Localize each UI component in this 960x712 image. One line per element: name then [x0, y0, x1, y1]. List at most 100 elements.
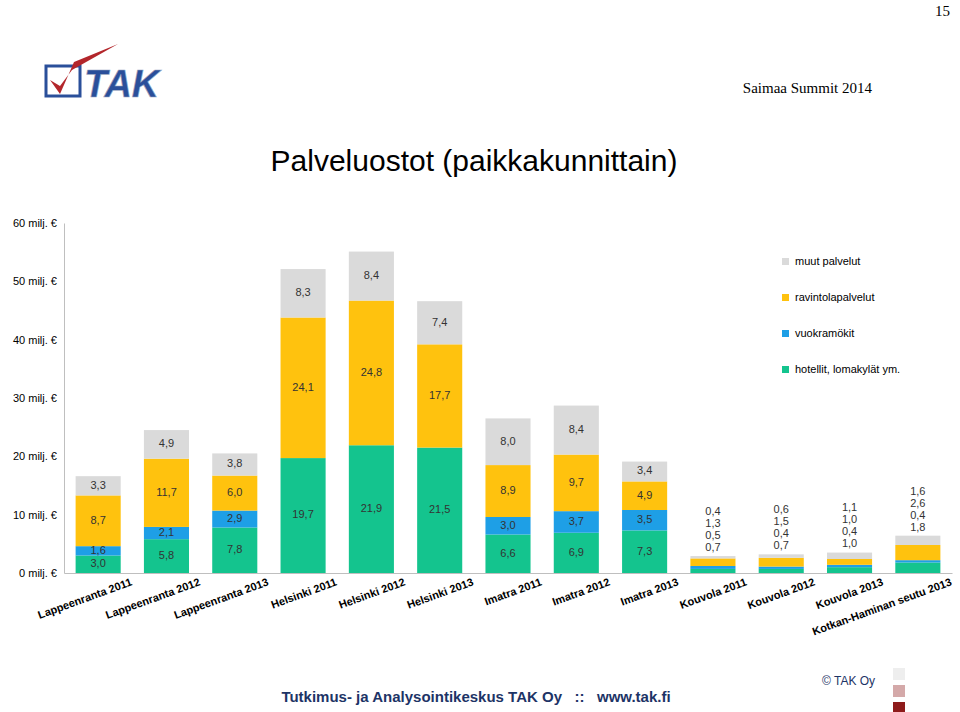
data-label: 1,1: [842, 501, 857, 513]
legend-swatch: [782, 366, 789, 373]
data-label: 6,9: [569, 546, 584, 558]
data-label: 0,4: [705, 505, 720, 517]
bar-segment: [144, 430, 189, 459]
legend-label: vuokramökit: [795, 327, 854, 339]
bars: [76, 252, 941, 573]
bar-segment: [759, 567, 804, 569]
y-tick-label: 0 milj. €: [19, 567, 57, 579]
logo-check: [50, 44, 118, 94]
bar-segment: [144, 459, 189, 527]
bar-segment: [759, 554, 804, 558]
bar-segment: [144, 527, 189, 539]
data-label: 3,5: [637, 513, 652, 525]
data-label: 3,0: [500, 519, 515, 531]
bar-segment: [76, 495, 121, 546]
y-tick: 50 milj. €: [13, 275, 64, 287]
bar-segment: [281, 318, 326, 459]
legend-swatch: [782, 330, 789, 337]
x-tick: Kouvola 2012: [746, 576, 817, 612]
data-label: 0,5: [705, 529, 720, 541]
bar-segment: [349, 301, 394, 446]
bar-segment: [212, 476, 257, 511]
logo: TAK: [46, 44, 162, 105]
data-label: 1,6: [910, 485, 925, 497]
x-tick: Imatra 2012: [551, 576, 612, 608]
data-label: 1,0: [842, 537, 857, 549]
y-tick-label: 40 milj. €: [13, 334, 57, 346]
data-label: 3,0: [91, 557, 106, 569]
data-label: 8,3: [295, 286, 310, 298]
legend-label: hotellit, lomakylät ym.: [795, 363, 900, 375]
bar-segment: [417, 448, 462, 573]
copyright: © TAK Oy: [822, 674, 875, 688]
data-label: 5,8: [159, 549, 174, 561]
data-label: 1,5: [774, 515, 789, 527]
bar-segment: [622, 530, 667, 573]
y-tick: 40 milj. €: [13, 334, 64, 346]
data-label: 7,8: [227, 543, 242, 555]
y-axis: 0 milj. €10 milj. €20 milj. €30 milj. €4…: [13, 217, 65, 579]
bar-segment: [554, 511, 599, 533]
bar-segment: [895, 563, 940, 574]
data-label: 1,8: [910, 521, 925, 533]
x-tick-label: Imatra 2013: [619, 576, 680, 608]
data-label: 0,7: [705, 541, 720, 553]
data-label: 4,9: [159, 437, 174, 449]
page-number: 15: [935, 3, 950, 19]
data-label: 0,4: [842, 525, 857, 537]
x-tick: Imatra 2013: [619, 576, 680, 608]
y-tick: 0 milj. €: [19, 567, 64, 579]
data-label: 2,6: [910, 497, 925, 509]
y-tick: 10 milj. €: [13, 509, 64, 521]
bar-segment: [485, 517, 530, 535]
data-label: 21,5: [429, 503, 450, 515]
data-label: 8,4: [364, 269, 379, 281]
x-tick-label: Helsinki 2012: [337, 576, 407, 611]
data-label: 19,7: [292, 508, 313, 520]
y-tick-label: 10 milj. €: [13, 509, 57, 521]
bar-segment: [349, 252, 394, 301]
bar-segment: [622, 510, 667, 530]
bar-segment: [622, 462, 667, 482]
data-label: 2,1: [159, 526, 174, 538]
chart: 0 milj. €10 milj. €20 milj. €30 milj. €4…: [13, 217, 953, 637]
bar-segment: [690, 556, 735, 558]
bar-segment: [417, 344, 462, 447]
footer: Tutkimus- ja Analysointikeskus TAK Oy ::…: [281, 688, 670, 705]
legend-item: ravintolapalvelut: [782, 291, 875, 303]
bar-segment: [281, 458, 326, 573]
legend-item: muut palvelut: [782, 255, 860, 267]
x-tick: Kouvola 2011: [678, 576, 748, 611]
x-tick-label: Helsinki 2013: [405, 576, 475, 611]
data-label: 11,7: [156, 486, 177, 498]
bar-segment: [622, 481, 667, 510]
y-tick-label: 20 milj. €: [13, 450, 57, 462]
legend-label: muut palvelut: [795, 255, 860, 267]
bar-segment: [827, 565, 872, 567]
data-label: 3,8: [227, 457, 242, 469]
x-tick: Helsinki 2013: [405, 576, 475, 611]
bar-segment: [212, 453, 257, 475]
data-label: 24,1: [292, 381, 313, 393]
y-axis-line: [64, 224, 65, 574]
data-label: 6,6: [500, 547, 515, 559]
x-tick-label: Imatra 2011: [483, 576, 543, 608]
x-tick: Kotkan-Haminan seutu 2013: [811, 576, 954, 638]
chart-title: Palveluostot (paikkakunnittain): [271, 144, 678, 177]
data-label: 21,9: [361, 502, 382, 514]
bar-segment: [76, 556, 121, 574]
bar-segment: [554, 406, 599, 455]
data-label: 3,7: [569, 515, 584, 527]
legend-item: vuokramökit: [782, 327, 854, 339]
bar-segment: [76, 476, 121, 495]
bar-segment: [895, 560, 940, 562]
data-label: 1,6: [91, 544, 106, 556]
data-label: 4,9: [637, 489, 652, 501]
x-tick-label: Imatra 2012: [551, 576, 612, 608]
bar-segment: [349, 445, 394, 573]
y-tick: 60 milj. €: [13, 217, 64, 229]
data-label: 0,4: [774, 527, 789, 539]
data-label: 17,7: [429, 389, 450, 401]
data-label: 8,0: [500, 435, 515, 447]
data-label: 3,4: [637, 464, 652, 476]
